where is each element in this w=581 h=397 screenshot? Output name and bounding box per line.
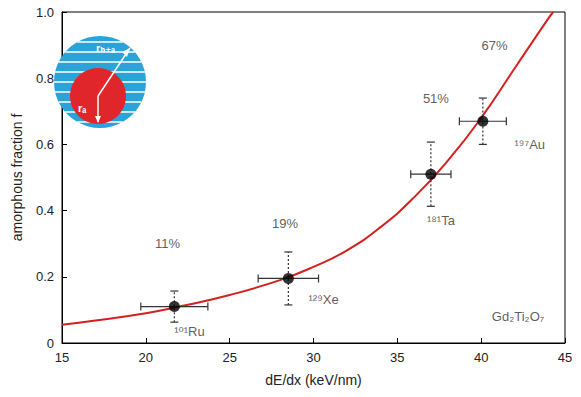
svg-text:19%: 19%: [272, 216, 298, 231]
svg-text:0.6: 0.6: [36, 137, 54, 152]
svg-text:11%: 11%: [155, 236, 180, 251]
svg-text:45: 45: [558, 350, 572, 365]
svg-text:1.0: 1.0: [36, 5, 54, 20]
svg-text:¹⁰¹Ru: ¹⁰¹Ru: [174, 324, 205, 339]
svg-text:40: 40: [474, 350, 488, 365]
svg-text:30: 30: [306, 350, 320, 365]
svg-text:35: 35: [390, 350, 404, 365]
svg-text:0.2: 0.2: [36, 269, 54, 284]
svg-text:¹⁸¹Ta: ¹⁸¹Ta: [427, 213, 456, 228]
svg-text:20: 20: [139, 350, 153, 365]
svg-text:Gd₂Ti₂O₇: Gd₂Ti₂O₇: [492, 309, 545, 324]
svg-text:rₐ: rₐ: [78, 102, 87, 114]
svg-text:67%: 67%: [482, 38, 508, 53]
svg-text:0: 0: [47, 336, 54, 351]
svg-text:dE/dx (keV/nm): dE/dx (keV/nm): [265, 372, 361, 388]
svg-text:amorphous fraction f: amorphous fraction f: [9, 114, 25, 242]
svg-text:15: 15: [55, 350, 69, 365]
svg-text:25: 25: [222, 350, 236, 365]
svg-text:0.8: 0.8: [36, 71, 54, 86]
svg-text:¹²⁹Xe: ¹²⁹Xe: [308, 292, 338, 307]
svg-text:51%: 51%: [423, 91, 449, 106]
svg-text:rₕ₊ₐ: rₕ₊ₐ: [96, 42, 116, 54]
svg-text:¹⁹⁷Au: ¹⁹⁷Au: [515, 137, 546, 152]
svg-text:0.4: 0.4: [36, 203, 54, 218]
